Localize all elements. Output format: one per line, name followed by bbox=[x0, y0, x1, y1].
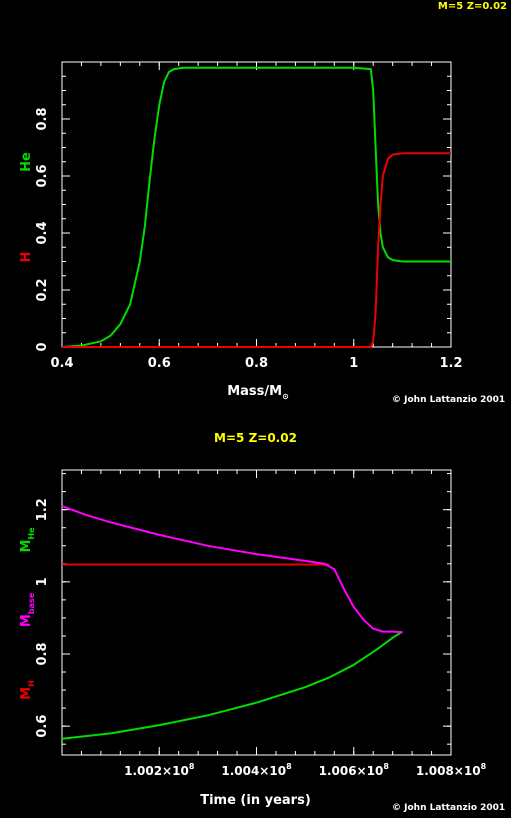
ylabel-mh: MH bbox=[19, 680, 36, 700]
bot-xtick-label-main: 1.002×10 bbox=[124, 764, 189, 778]
xlabel-mass: Mass/M⊙ bbox=[227, 384, 289, 401]
top-xtick-label: 0.8 bbox=[245, 356, 268, 371]
bot-xtick-label-main: 1.006×10 bbox=[319, 764, 384, 778]
mass-profile-chart: 0.4 0.6 0.8 1 1.2 0 0.2 0.4 0.6 0.8 He H Mass/M⊙ bbox=[19, 61, 463, 401]
top-ytick-label: 0.4 bbox=[35, 221, 50, 244]
ylabel-mhe: MHe bbox=[19, 527, 36, 553]
bot-xtick-label-exp: 8 bbox=[383, 762, 389, 771]
xlabel-mass-sub: ⊙ bbox=[282, 392, 289, 401]
header-label: M=5 Z=0.02 bbox=[437, 1, 507, 12]
ylabel-h: H bbox=[19, 252, 34, 263]
ylabel-he: He bbox=[19, 152, 34, 172]
bot-ytick-label: 0.8 bbox=[35, 642, 50, 665]
top-ytick-label: 0.6 bbox=[35, 164, 50, 187]
bot-xtick-label-exp: 8 bbox=[286, 762, 292, 771]
copyright-bottom: © John Lattanzio 2001 bbox=[392, 803, 506, 813]
bottom-chart-title: M=5 Z=0.02 bbox=[214, 431, 297, 445]
bot-xtick-label-exp: 8 bbox=[189, 762, 195, 771]
ylabel-mbase-main: M bbox=[19, 614, 34, 627]
ylabel-mhe-main: M bbox=[19, 540, 34, 553]
bot-xtick-label: 1.002×108 bbox=[124, 762, 195, 778]
bot-series-m-base bbox=[61, 505, 403, 634]
bot-ytick-label: 1 bbox=[35, 577, 50, 586]
xlabel-mass-main: Mass/M bbox=[227, 384, 282, 399]
bot-xtick-label-main: 1.008×10 bbox=[416, 764, 481, 778]
bot-ytick-label: 1.2 bbox=[35, 498, 50, 521]
top-xtick-label: 0.4 bbox=[50, 356, 73, 371]
top-ytick-label: 0.8 bbox=[35, 107, 50, 130]
top-ytick-label: 0 bbox=[35, 342, 50, 351]
top-series-he bbox=[61, 66, 451, 348]
ylabel-mh-sub: H bbox=[27, 680, 36, 687]
top-xtick-label: 1.2 bbox=[439, 356, 462, 371]
top-ytick-label: 0.2 bbox=[35, 278, 50, 301]
ylabel-mbase-sub: base bbox=[27, 592, 36, 614]
ylabel-mh-main: M bbox=[19, 687, 34, 700]
top-xtick-label: 0.6 bbox=[148, 356, 171, 371]
plot-frame-bottom bbox=[61, 469, 452, 756]
xlabel-time: Time (in years) bbox=[200, 793, 311, 808]
bot-xtick-label: 1.006×108 bbox=[319, 762, 390, 778]
copyright-top: © John Lattanzio 2001 bbox=[392, 395, 506, 405]
bot-xtick-label-exp: 8 bbox=[481, 762, 487, 771]
bot-series-m-he bbox=[61, 630, 403, 740]
bot-xtick-label-main: 1.004×10 bbox=[221, 764, 286, 778]
top-series-h bbox=[62, 152, 451, 348]
bot-xtick-label: 1.008×108 bbox=[416, 762, 487, 778]
bot-xtick-label: 1.004×108 bbox=[221, 762, 292, 778]
top-xtick-label: 1 bbox=[349, 356, 358, 371]
bot-ytick-label: 0.6 bbox=[35, 715, 50, 738]
ylabel-mhe-sub: He bbox=[27, 527, 36, 540]
ylabel-mbase: Mbase bbox=[19, 592, 36, 627]
